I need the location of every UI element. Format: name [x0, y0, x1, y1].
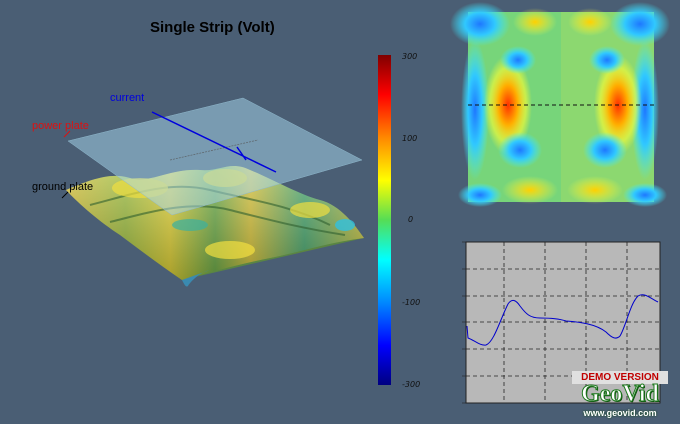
current-label: current: [110, 92, 145, 104]
geovid-url: www.geovid.com: [583, 408, 657, 418]
heatmap-view: [450, 2, 670, 207]
ground-plate-label: ground plate: [32, 181, 94, 193]
voltage-surface-3d: [66, 165, 364, 287]
geovid-logo: GeoVid: [581, 381, 660, 408]
colorbar: [378, 55, 391, 385]
colorbar-tick-300: 300: [402, 52, 418, 61]
colorbar-tick-neg100: -100: [402, 298, 421, 307]
plot-title: Single Strip (Volt): [150, 19, 275, 36]
power-plate-label: power plate: [32, 120, 89, 132]
power-plate: [67, 97, 363, 216]
colorbar-tick-0: 0: [408, 215, 414, 224]
geovid-watermark: DEMO VERSION GeoVid www.geovid.com: [570, 371, 670, 419]
current-line: [151, 111, 277, 173]
colorbar-tick-100: 100: [402, 134, 418, 143]
demo-version-banner: DEMO VERSION: [572, 371, 668, 384]
colorbar-tick-neg300: -300: [402, 380, 421, 389]
